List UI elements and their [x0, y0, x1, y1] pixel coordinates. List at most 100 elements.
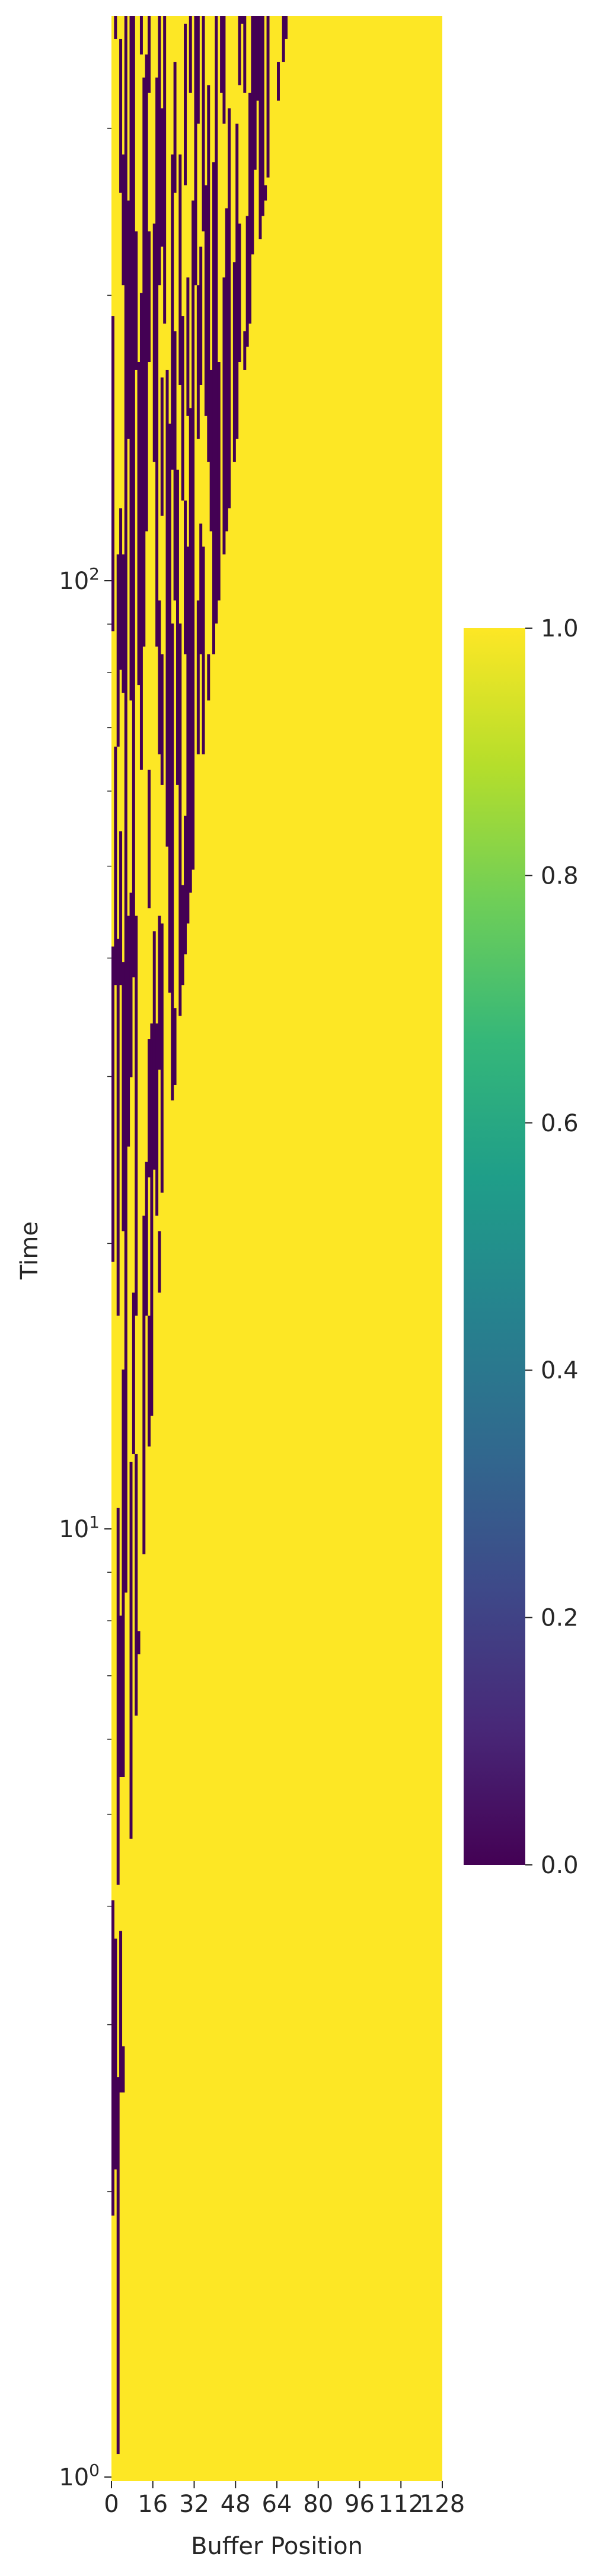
colorbar-tick-label: 1.0 — [541, 615, 579, 642]
heatmap-cell — [228, 108, 231, 508]
y-axis-label: Time — [16, 1221, 43, 1280]
heatmap-cell — [215, 16, 218, 624]
heatmap-cell — [186, 277, 190, 416]
heatmap-cell — [148, 1039, 151, 1177]
heatmap-cell — [196, 285, 200, 439]
heatmap-cell — [222, 16, 226, 124]
heatmap-cell — [122, 1369, 125, 1777]
heatmap-cell — [114, 1938, 117, 2169]
heatmap-cell — [127, 200, 130, 439]
heatmap-cell — [129, 892, 133, 1077]
heatmap-cell — [285, 16, 288, 39]
colorbar-tick-label: 0.4 — [541, 1357, 579, 1384]
heatmap-cell — [222, 277, 226, 555]
heatmap-cell — [119, 508, 123, 670]
heatmap-cell — [240, 16, 244, 24]
heatmap-cell — [171, 154, 174, 470]
x-tick-label: 0 — [104, 2491, 119, 2518]
heatmap-cell — [173, 331, 177, 601]
heatmap-cell — [135, 1454, 138, 1716]
heatmap-cell — [248, 92, 252, 324]
y-tick-label: 100 — [59, 2460, 100, 2491]
heatmap-cell — [186, 546, 190, 924]
heatmap-cell — [199, 247, 203, 385]
heatmap-cell — [243, 331, 247, 370]
heatmap-cell — [261, 16, 264, 216]
heatmap-cell — [152, 223, 156, 462]
y-axis: 100101102103 — [59, 127, 111, 2491]
heatmap-cell — [163, 16, 167, 324]
heatmap-cell — [111, 316, 114, 632]
heatmap-plot-area — [111, 16, 442, 2481]
heatmap-cell — [238, 223, 241, 363]
heatmap-cell — [184, 500, 187, 655]
heatmap-cell — [189, 16, 192, 93]
heatmap-cell — [184, 23, 187, 185]
heatmap-cell — [253, 16, 257, 170]
heatmap-cell — [258, 16, 262, 239]
heatmap-cell — [116, 1508, 120, 1885]
heatmap-cell — [196, 16, 200, 124]
heatmap-cell — [142, 77, 146, 647]
heatmap-cell — [220, 16, 224, 93]
heatmap-cell — [264, 185, 267, 201]
heatmap-cell — [119, 1615, 123, 1777]
heatmap-cell — [277, 62, 280, 101]
heatmap-cell — [137, 362, 141, 686]
heatmap-cell — [181, 316, 184, 501]
heatmap-cell — [139, 293, 143, 770]
heatmap-cells — [111, 16, 288, 2455]
colorbar-tick-label: 0.8 — [541, 862, 579, 889]
heatmap-cell — [127, 916, 130, 1147]
heatmap-cell — [282, 16, 285, 62]
colorbar-ticks: 0.0 0.2 0.4 0.6 0.8 1.0 — [525, 615, 579, 1879]
heatmap-cell — [111, 1900, 114, 2216]
heatmap-cell — [142, 1215, 146, 1554]
heatmap-cell — [207, 85, 210, 462]
heatmap-cell — [137, 1631, 141, 1655]
heatmap-cell — [114, 746, 117, 985]
heatmap-cell — [132, 16, 135, 978]
heatmap-cell — [158, 916, 161, 1070]
heatmap-cell — [122, 2046, 125, 2093]
colorbar-tick-label: 0.2 — [541, 1605, 579, 1632]
heatmap-cell — [173, 62, 177, 193]
x-tick-label: 64 — [262, 2491, 292, 2518]
heatmap-cell — [155, 77, 159, 647]
heatmap-cell — [129, 1461, 133, 1839]
heatmap-cell — [204, 185, 208, 416]
heatmap-cell — [202, 546, 205, 754]
heatmap-cell — [209, 369, 213, 532]
heatmap-cell — [160, 108, 164, 247]
x-tick-label: 112 — [378, 2491, 423, 2518]
heatmap-cell — [114, 16, 117, 39]
x-tick-label: 96 — [344, 2491, 375, 2518]
heatmap-cell — [116, 2077, 120, 2455]
x-axis-label: Buffer Position — [191, 2533, 363, 2560]
heatmap-cell — [243, 16, 247, 93]
heatmap-cell — [238, 16, 241, 85]
heatmap-cell — [145, 54, 148, 532]
heatmap-cell — [145, 1161, 148, 1316]
heatmap-cell — [158, 600, 161, 754]
heatmap-cell — [235, 123, 239, 439]
heatmap-cell — [212, 162, 215, 655]
heatmap-cell — [178, 154, 182, 385]
x-tick-label: 16 — [138, 2491, 168, 2518]
heatmap-cell — [196, 600, 200, 754]
heatmap-cell — [160, 654, 164, 785]
heatmap-cell — [122, 554, 125, 693]
colorbar: 0.0 0.2 0.4 0.6 0.8 1.0 — [464, 615, 579, 1879]
heatmap-cell — [266, 16, 270, 178]
heatmap-cell — [148, 769, 151, 908]
heatmap-cell — [135, 916, 138, 1316]
heatmap-cell — [178, 623, 182, 1016]
heatmap-cell — [168, 423, 171, 993]
x-tick-label: 32 — [179, 2491, 209, 2518]
heatmap-cell — [132, 1292, 135, 1454]
colorbar-tick-label: 0.6 — [541, 1110, 579, 1137]
heatmap-cell — [207, 654, 210, 701]
heatmap-cell — [148, 231, 151, 363]
